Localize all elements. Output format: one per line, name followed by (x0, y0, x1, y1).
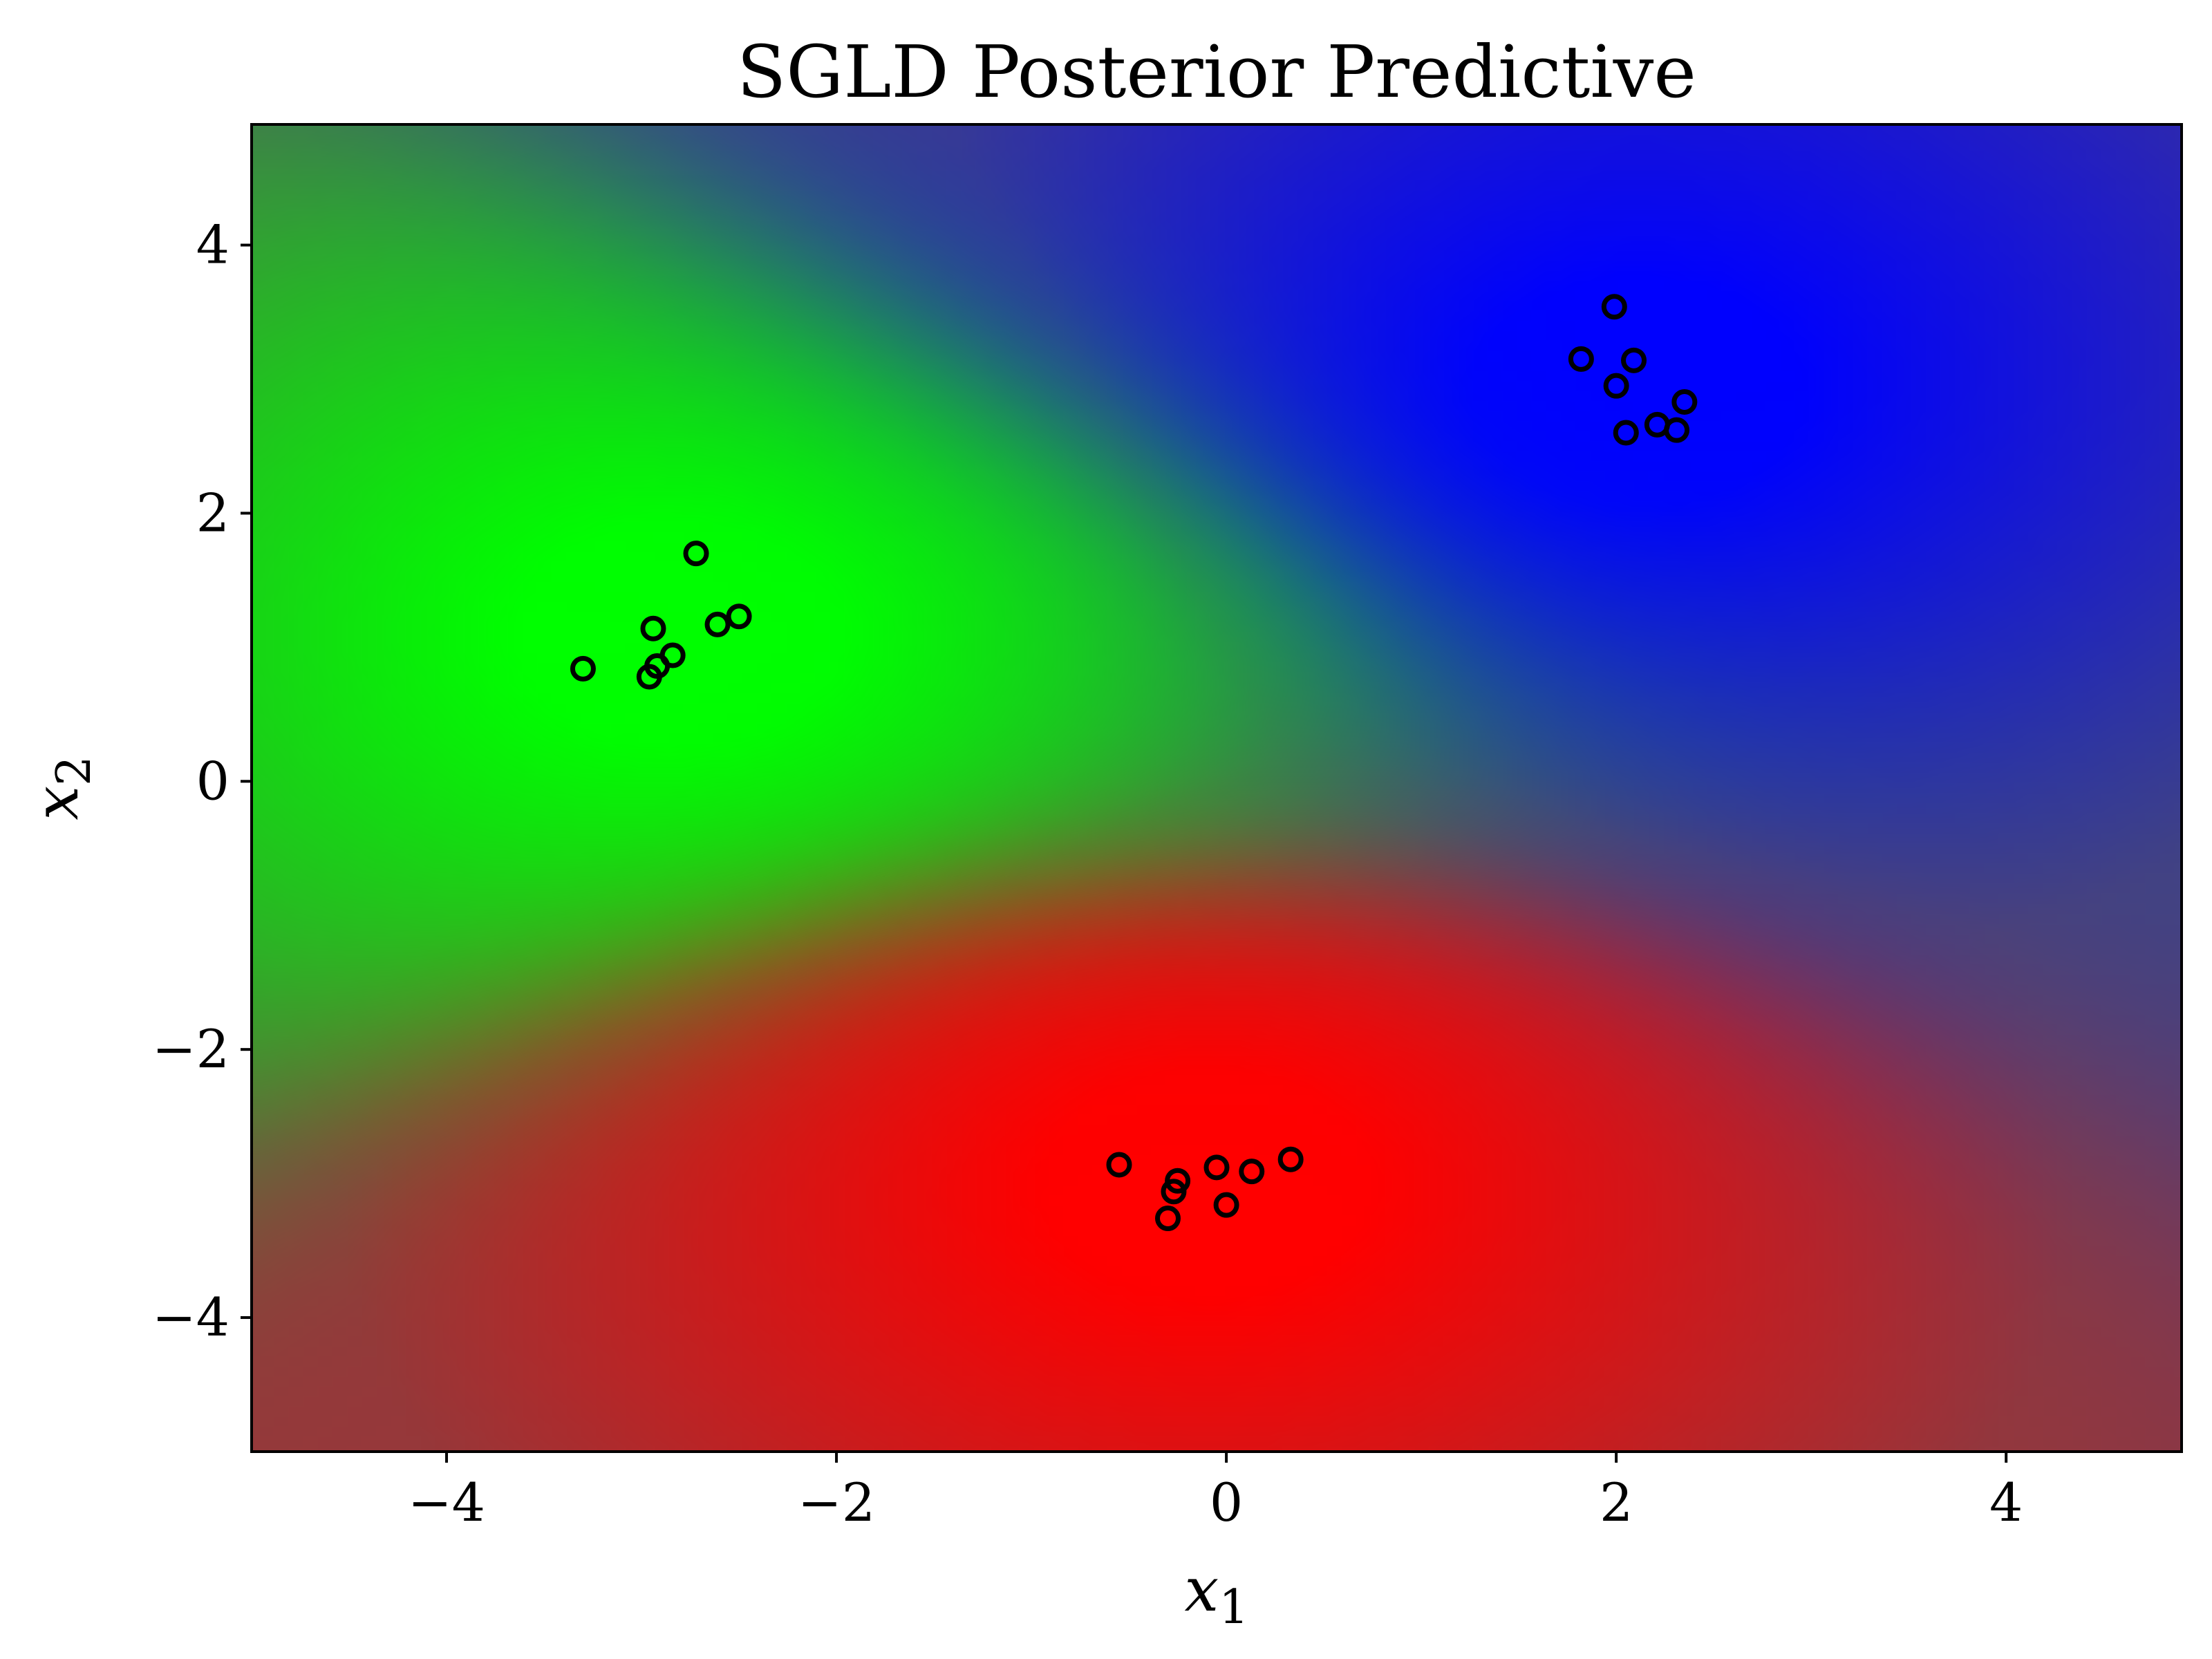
data-point (1613, 420, 1639, 446)
data-point (1213, 1192, 1239, 1218)
data-point (1664, 417, 1690, 443)
x-tick-label: −4 (408, 1472, 485, 1533)
data-point (1154, 1206, 1181, 1232)
posterior-predictive-heatmap (252, 124, 2182, 1452)
data-point (570, 655, 596, 682)
data-point (1568, 346, 1594, 372)
data-point (704, 611, 731, 637)
plot-area (250, 123, 2183, 1453)
y-tick-label: −2 (152, 1018, 229, 1080)
x-tick-label: −2 (798, 1472, 875, 1533)
data-point (1601, 294, 1627, 320)
chart-title: SGLD Posterior Predictive (737, 30, 1696, 114)
data-point (683, 541, 709, 567)
y-axis: −4 −2 0 2 4 (152, 214, 252, 1348)
x-tick-label: 2 (1600, 1472, 1633, 1533)
y-tick-label: 0 (196, 750, 229, 812)
x-axis-label: x1 (1185, 1554, 1249, 1635)
data-point (636, 664, 662, 690)
data-point (1603, 373, 1629, 399)
x-axis: −4 −2 0 2 4 (408, 1452, 2023, 1533)
data-point (1203, 1154, 1230, 1181)
data-point (1239, 1159, 1265, 1185)
y-axis-label-subscript: 2 (47, 756, 102, 786)
data-point (726, 603, 752, 630)
data-point (1621, 347, 1647, 373)
y-tick-label: 2 (196, 482, 229, 543)
data-point (1671, 388, 1698, 415)
y-tick-label: 4 (196, 214, 229, 276)
data-point (1106, 1152, 1132, 1178)
y-tick-label: −4 (152, 1286, 229, 1348)
data-point (640, 615, 666, 641)
x-tick-label: 4 (1989, 1472, 2023, 1533)
y-axis-label-base: x (21, 786, 92, 821)
x-axis-label-base: x (1185, 1554, 1219, 1625)
training-points (570, 294, 1698, 1232)
data-point (1277, 1146, 1304, 1172)
data-point (1161, 1179, 1187, 1205)
plot-frame (250, 123, 2183, 1453)
x-axis-label-subscript: 1 (1219, 1580, 1248, 1635)
y-axis-label: x2 (21, 756, 102, 821)
x-tick-label: 0 (1210, 1472, 1243, 1533)
